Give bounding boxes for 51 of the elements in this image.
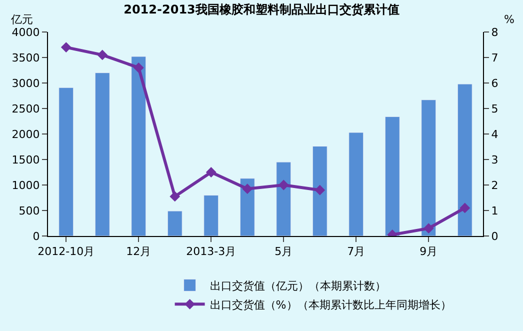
x-tick-label: 2013-3月: [186, 245, 236, 258]
bar: [276, 162, 292, 236]
y-axis-title: 亿元: [10, 13, 33, 26]
point: [60, 42, 72, 52]
point: [314, 184, 326, 196]
y2-tick-label: 1: [491, 204, 498, 218]
y2-tick-label: 0: [491, 230, 498, 243]
bar: [348, 132, 364, 236]
y-tick-label: 500: [18, 204, 40, 218]
y-tick-label: 0: [32, 230, 40, 243]
point: [206, 167, 216, 178]
point: [278, 180, 289, 190]
y-tick-label: 3500: [12, 51, 40, 64]
legend-label: 出口交货值（亿元）（本期累计数）: [210, 279, 386, 292]
point: [242, 184, 253, 194]
bar: [167, 210, 182, 236]
y2-tick-label: 2: [491, 178, 498, 192]
y2-tick-label: 6: [491, 76, 498, 90]
bar: [94, 72, 110, 236]
y-tick-label: 4000: [12, 26, 40, 39]
y2-tick-label: 5: [491, 102, 498, 116]
legend-label: 出口交货值（%）（本期累计数比上年同期增长）: [210, 298, 452, 312]
x-tick-label: 9月: [420, 245, 438, 258]
bar: [312, 146, 328, 236]
x-tick-label: 2012-10月: [38, 245, 95, 258]
y2-tick-label: 3: [491, 153, 498, 166]
y2-tick-label: 4: [491, 128, 498, 141]
point: [170, 191, 180, 202]
bar: [58, 87, 74, 236]
chart-title: 2012-2013我国橡胶和塑料制品业出口交货累计值: [124, 2, 400, 16]
y-tick-label: 1500: [12, 153, 40, 166]
bar: [384, 116, 400, 236]
y-tick-label: 2000: [12, 128, 40, 141]
bar: [240, 178, 255, 236]
point: [97, 50, 108, 60]
point: [460, 202, 470, 214]
x-tick-label: 12月: [126, 245, 152, 258]
point: [133, 62, 144, 73]
y2-tick-label: 8: [491, 26, 498, 39]
y-tick-label: 3000: [12, 76, 40, 90]
bar: [204, 194, 219, 236]
y2-axis-title: %: [504, 13, 514, 26]
y2-tick-label: 7: [491, 51, 498, 64]
bar: [421, 100, 436, 236]
y-tick-label: 1000: [12, 178, 40, 192]
point: [423, 223, 434, 234]
bar: [457, 84, 472, 236]
x-tick-label: 5月: [274, 245, 293, 258]
x-tick-label: 7月: [347, 245, 366, 258]
bar: [131, 56, 146, 236]
y-tick-label: 2500: [12, 102, 40, 116]
